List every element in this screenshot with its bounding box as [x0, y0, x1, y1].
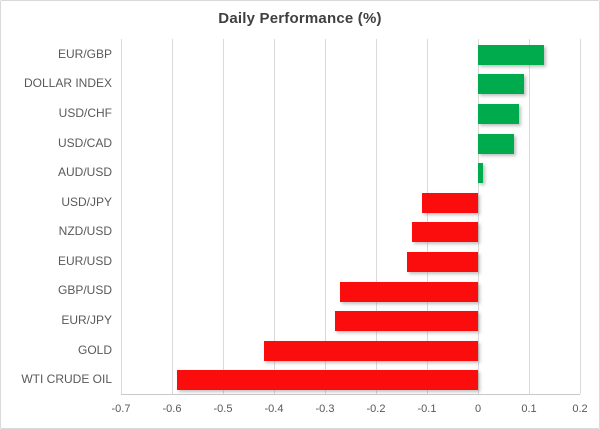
bar-eur-usd	[406, 251, 478, 272]
gridline	[325, 39, 326, 394]
bar-gold	[263, 340, 478, 361]
bar-usd-jpy	[421, 192, 478, 213]
category-label: NZD/USD	[58, 224, 112, 239]
category-label: AUD/USD	[57, 165, 112, 180]
x-tick-label: -0.2	[366, 403, 386, 415]
category-label: USD/CHF	[58, 105, 112, 120]
x-axis-line	[121, 394, 580, 395]
x-tick-label: -0.4	[264, 403, 284, 415]
x-tick-label: -0.6	[162, 403, 182, 415]
category-label: GOLD	[77, 342, 112, 357]
x-tick-label: -0.1	[417, 403, 437, 415]
category-label: WTI CRUDE OIL	[21, 372, 112, 387]
category-label: USD/JPY	[61, 194, 112, 209]
category-label: EUR/USD	[57, 253, 112, 268]
bar-gbp-usd	[340, 281, 478, 302]
x-tick-label: -0.3	[315, 403, 335, 415]
bar-eur-gbp	[478, 44, 545, 65]
bar-wti-crude-oil	[177, 370, 478, 391]
bar-nzd-usd	[411, 222, 478, 243]
gridline	[274, 39, 275, 394]
gridline	[223, 39, 224, 394]
x-tick-label: 0.2	[572, 403, 588, 415]
x-tick-label: 0	[474, 403, 482, 415]
x-tick-label: -0.7	[111, 403, 131, 415]
category-label: GBP/USD	[57, 283, 112, 298]
gridline	[529, 39, 530, 394]
gridline	[427, 39, 428, 394]
chart-title: Daily Performance (%)	[218, 10, 382, 27]
gridline	[478, 39, 479, 394]
bar-eur-jpy	[335, 311, 478, 331]
gridline	[580, 39, 581, 394]
category-label: EUR/JPY	[61, 313, 112, 328]
gridline	[172, 39, 173, 394]
bar-dollar-index	[478, 74, 524, 95]
category-label: USD/CAD	[57, 135, 112, 150]
bar-usd-chf	[478, 104, 519, 124]
gridline	[376, 39, 377, 394]
category-label: EUR/GBP	[57, 46, 112, 61]
x-tick-label: 0.1	[521, 403, 537, 415]
category-label: DOLLAR INDEX	[23, 76, 112, 91]
bar-aud-usd	[478, 163, 484, 184]
x-tick-label: -0.5	[213, 403, 233, 415]
bar-usd-cad	[478, 133, 514, 154]
gridline	[121, 39, 122, 394]
